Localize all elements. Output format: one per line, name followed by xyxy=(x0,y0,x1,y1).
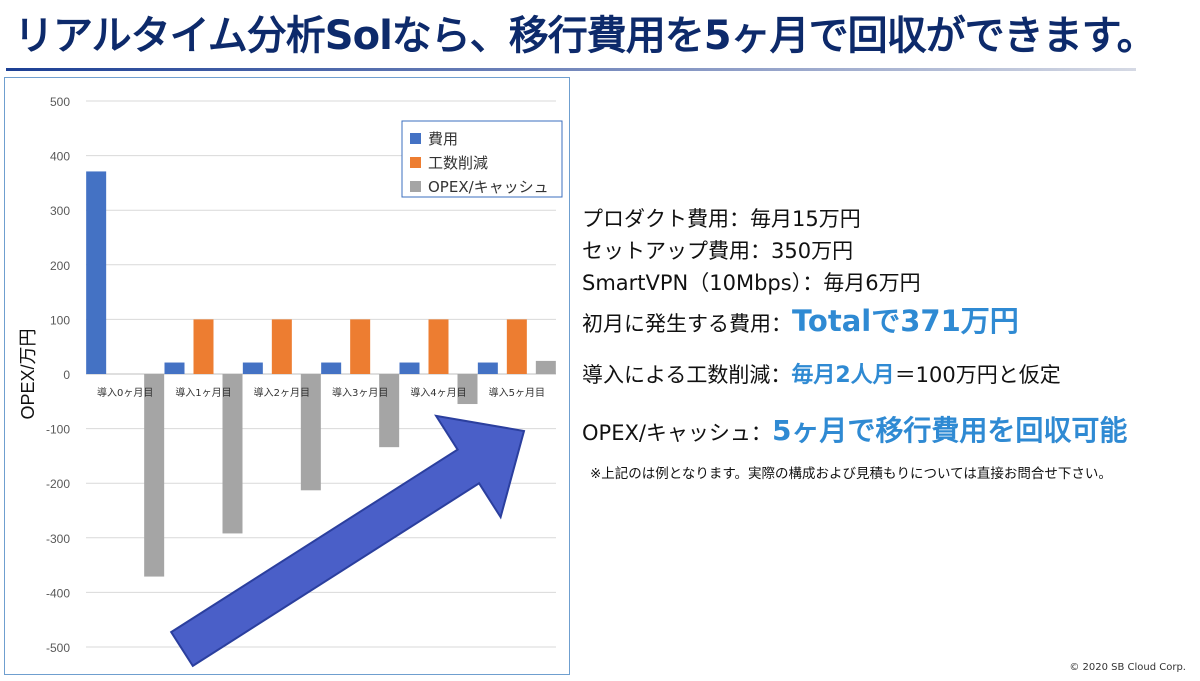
x-tick-label: 導入5ヶ月目 xyxy=(489,386,545,399)
bar-cost xyxy=(399,362,420,374)
slide-title: リアルタイム分析Solなら、移行費用を5ヶ月で回収ができます。 xyxy=(14,13,1157,59)
bar-opex xyxy=(300,374,321,491)
reduction-highlight: 毎月2人月 xyxy=(791,363,895,388)
opex-line: OPEX/キャッシュ：5ヶ月で移行費用を回収可能 xyxy=(582,413,1127,451)
disclaimer-note: ※上記のは例となります。実際の構成および見積もりについては直接お問合せ下さい。 xyxy=(590,466,1112,482)
legend-box xyxy=(401,120,563,198)
legend-label: 工数削減 xyxy=(428,154,488,172)
opex-label: OPEX/キャッシュ： xyxy=(582,421,772,445)
legend-swatch-opex xyxy=(410,181,421,192)
first-month-line: 初月に発生する費用：Totalで371万円 xyxy=(582,304,1019,341)
y-tick-label: 400 xyxy=(50,150,70,164)
y-tick-label: -300 xyxy=(46,532,70,546)
legend-swatch-cost xyxy=(410,133,421,144)
title-underline xyxy=(6,68,1136,71)
y-tick-label: 300 xyxy=(50,204,70,218)
legend-label: 費用 xyxy=(428,130,458,148)
bar-reduction xyxy=(271,319,292,374)
y-tick-label: 200 xyxy=(50,259,70,273)
y-tick-label: 0 xyxy=(63,368,70,382)
x-tick-label: 導入1ヶ月目 xyxy=(175,386,231,399)
bar-opex xyxy=(457,374,478,405)
reduction-label: 導入による工数削減： xyxy=(582,363,792,387)
bar-reduction xyxy=(350,319,371,374)
opex-bar-chart: 500 400 300 200 100 0 -100 -200 -300 -400 -500 OPEX… xyxy=(18,95,563,668)
bar-reduction xyxy=(506,319,527,374)
bar-opex xyxy=(535,360,556,374)
x-tick-label: 導入2ヶ月目 xyxy=(254,386,310,399)
bar-opex xyxy=(144,374,165,577)
bar-cost xyxy=(477,362,498,374)
bar-cost xyxy=(242,362,263,374)
x-tick-label: 導入0ヶ月目 xyxy=(97,386,153,399)
bar-reduction xyxy=(193,319,214,374)
bar-opex xyxy=(379,374,400,448)
y-tick-label: -400 xyxy=(46,586,70,600)
vpn-cost-line: SmartVPN（10Mbps）：毎月6万円 xyxy=(582,271,921,295)
legend-swatch-reduction xyxy=(410,157,421,168)
opex-highlight: 5ヶ月で移行費用を回収可能 xyxy=(771,414,1128,447)
first-month-label: 初月に発生する費用： xyxy=(582,312,792,336)
y-tick-label: -200 xyxy=(46,477,70,491)
legend-label: OPEX/キャッシュ xyxy=(428,178,549,196)
x-tick-label: 導入3ヶ月目 xyxy=(332,386,388,399)
y-axis-title: OPEX/万円 xyxy=(18,328,38,419)
y-tick-label: -100 xyxy=(46,423,70,437)
bar-cost xyxy=(86,171,107,374)
bar-opex xyxy=(222,374,243,534)
trend-arrow-icon xyxy=(169,414,526,668)
first-month-total: Totalで371万円 xyxy=(792,304,1019,338)
product-cost-line: プロダクト費用：毎月15万円 xyxy=(582,207,861,231)
y-tick-label: 500 xyxy=(50,95,70,109)
setup-cost-line: セットアップ費用：350万円 xyxy=(582,239,854,263)
reduction-suffix: ＝100万円と仮定 xyxy=(894,363,1061,387)
bar-cost xyxy=(164,362,185,374)
reduction-line: 導入による工数削減：毎月2人月＝100万円と仮定 xyxy=(582,361,1061,390)
bar-reduction xyxy=(428,319,449,374)
y-tick-label: -500 xyxy=(46,641,70,655)
x-tick-label: 導入4ヶ月目 xyxy=(410,386,466,399)
y-tick-label: 100 xyxy=(50,313,70,327)
bar-cost xyxy=(321,362,342,374)
copyright: © 2020 SB Cloud Corp. xyxy=(1069,662,1186,673)
